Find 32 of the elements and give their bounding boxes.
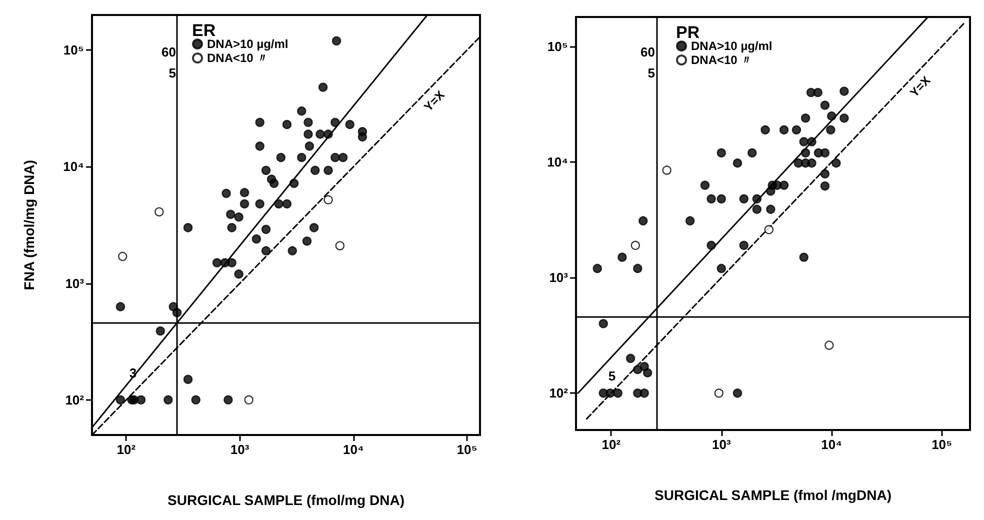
x-tick-label: 10⁴ (342, 442, 364, 457)
x-tick-label: 10³ (712, 437, 732, 452)
y-tick-label: 10² (65, 392, 85, 408)
chart-title: PR (676, 23, 700, 42)
legend-label: DNA>10 µg/ml (207, 37, 288, 51)
x-axis-title: SURGICAL SAMPLE (fmol/mg DNA) (168, 492, 404, 508)
x-tick-label: 10⁵ (932, 437, 952, 452)
y-tick-label: 10⁴ (63, 159, 84, 174)
legend-label: DNA<10 〃 (691, 53, 753, 67)
y-axis-title: FNA (fmol/mg DNA) (21, 160, 37, 290)
x-tick-label: 10² (116, 442, 136, 457)
x-tick-label: 10⁵ (456, 442, 478, 457)
legend-label: DNA>10 µg/ml (691, 39, 772, 53)
y-tick-label: 10³ (65, 276, 85, 291)
x-tick-label: 10⁴ (821, 437, 842, 452)
annotation: 5 (648, 66, 655, 80)
annotation: 60 (162, 44, 176, 60)
text: Y=X (421, 88, 448, 114)
y-tick-label: 10⁵ (547, 39, 568, 54)
y-tick-label: 10³ (549, 270, 569, 286)
x-axis-title: SURGICAL SAMPLE (fmol /mgDNA) (654, 487, 892, 503)
y-tick-label: 10² (549, 386, 569, 401)
annotation: 5 (608, 368, 616, 384)
text: Y=X (907, 73, 934, 100)
legend-label: DNA<10 〃 (207, 51, 269, 65)
y-tick-label: 10⁴ (547, 154, 568, 170)
annotation: 5 (168, 66, 176, 80)
y-tick-label: 10⁵ (63, 42, 84, 58)
x-tick-label: 10³ (230, 442, 250, 457)
annotation: 60 (640, 44, 655, 60)
x-tick-label: 10² (602, 437, 622, 452)
chart-title: ER (192, 21, 216, 40)
